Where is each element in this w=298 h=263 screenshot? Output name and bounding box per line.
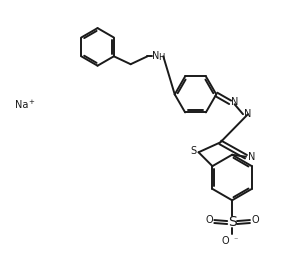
- Text: S: S: [190, 146, 197, 156]
- Text: O: O: [221, 236, 229, 246]
- Text: S: S: [228, 215, 237, 229]
- Text: N: N: [248, 152, 255, 162]
- Text: N: N: [244, 109, 251, 119]
- Text: O: O: [206, 215, 213, 225]
- Text: Na: Na: [15, 100, 29, 110]
- Text: H: H: [158, 53, 164, 62]
- Text: ⁻: ⁻: [233, 235, 238, 244]
- Text: +: +: [28, 99, 34, 105]
- Text: O: O: [251, 215, 259, 225]
- Text: N: N: [231, 97, 238, 107]
- Text: N: N: [152, 51, 160, 61]
